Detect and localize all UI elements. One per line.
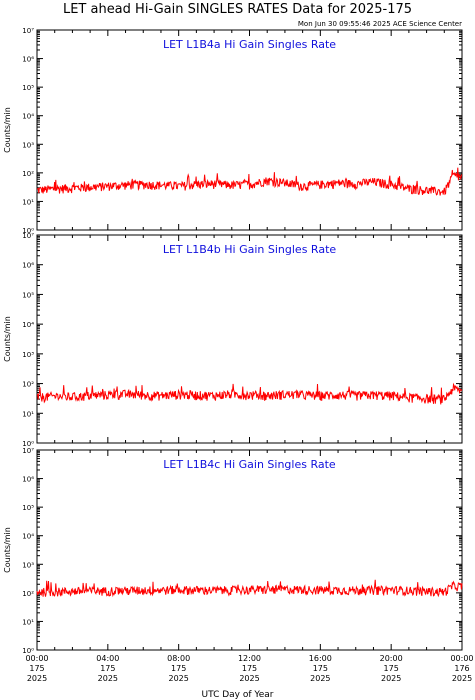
panel-title: LET L1B4b Hi Gain Singles Rate (163, 243, 337, 256)
x-tick-label: 00:00 (25, 654, 48, 663)
generation-timestamp: Mon Jun 30 09:55:46 2025 ACE Science Cen… (298, 20, 462, 28)
panel-title: LET L1B4a Hi Gain Singles Rate (163, 38, 336, 51)
x-tick-label: 08:00 (167, 654, 190, 663)
y-tick-label: 10² (22, 170, 34, 178)
y-axis-label: Counts/min (3, 316, 12, 362)
x-tick-label: 2025 (381, 674, 401, 683)
y-tick-label: 10⁵ (22, 504, 34, 512)
panel-1: 10⁰ 10¹ 10² 10³ 10⁴ 10⁵ 10⁶ 10⁷ Counts/min LET L1… (3, 27, 463, 235)
series-line (36, 382, 463, 405)
y-tick-label: 10¹ (22, 198, 34, 206)
y-tick-label: 10⁵ (22, 291, 34, 299)
y-tick-label: 10⁵ (22, 84, 34, 92)
y-tick-label: 10¹ (22, 410, 34, 418)
y-tick-label: 10³ (22, 351, 34, 359)
x-tick-label: 16:00 (309, 654, 332, 663)
x-tick-label: 2025 (452, 674, 472, 683)
panel-3: 10⁰ 10¹ 10² 10³ 10⁴ 10⁵ 10⁶ 10⁷ Counts/min LET L1… (3, 447, 463, 655)
chart-title: LET ahead Hi-Gain SINGLES RATES Data for… (63, 2, 412, 17)
panels-group: 10⁰ 10¹ 10² 10³ 10⁴ 10⁵ 10⁶ 10⁷ Counts/min LET L1… (3, 27, 463, 655)
y-tick-label: 10² (22, 590, 34, 598)
x-tick-label: 175 (29, 664, 44, 673)
x-tick-label: 2025 (98, 674, 118, 683)
x-tick-label: 175 (100, 664, 115, 673)
y-tick-label: 10⁰ (22, 440, 34, 448)
y-tick-label: 10⁷ (22, 447, 34, 455)
x-tick-label: 2025 (168, 674, 188, 683)
series-line (36, 579, 463, 598)
series-line (36, 167, 463, 196)
y-tick-label: 10³ (22, 561, 34, 569)
y-tick-label: 10⁶ (22, 476, 34, 484)
x-tick-label: 2025 (310, 674, 330, 683)
y-axis-label: Counts/min (3, 107, 12, 153)
y-tick-label: 10⁰ (22, 227, 34, 235)
x-tick-label: 00:00 (450, 654, 473, 663)
x-tick-label: 2025 (27, 674, 47, 683)
plot-frame (36, 449, 463, 651)
y-tick-label: 10¹ (22, 618, 34, 626)
y-tick-label: 10⁰ (22, 647, 34, 655)
x-axis-label: UTC Day of Year (202, 690, 274, 700)
y-tick-label: 10⁴ (22, 533, 34, 541)
y-tick-label: 10⁴ (22, 113, 34, 121)
x-tick-label: 12:00 (238, 654, 261, 663)
y-tick-label: 10⁶ (22, 56, 34, 64)
panel-title: LET L1B4c Hi Gain Singles Rate (163, 458, 336, 471)
panel-2: 10⁰ 10¹ 10² 10³ 10⁴ 10⁵ 10⁶ 10⁷ Counts/min LET L1… (3, 232, 463, 448)
x-tick-label: 04:00 (96, 654, 119, 663)
x-tick-label: 176 (454, 664, 469, 673)
x-tick-label: 20:00 (380, 654, 403, 663)
y-tick-label: 10³ (22, 141, 34, 149)
plot-frame (36, 234, 463, 444)
x-tick-label: 2025 (239, 674, 259, 683)
x-tick-label: 175 (384, 664, 399, 673)
x-tick-label: 175 (313, 664, 328, 673)
plot-frame (36, 29, 463, 231)
x-tick-label: 175 (242, 664, 257, 673)
y-axis-label: Counts/min (3, 527, 12, 573)
y-tick-label: 10² (22, 381, 34, 389)
y-tick-label: 10⁷ (22, 232, 34, 240)
y-tick-label: 10⁴ (22, 321, 34, 329)
x-tick-label: 175 (171, 664, 186, 673)
x-axis: 00:00175202504:00175202508:00175202512:0… (25, 654, 473, 683)
y-tick-label: 10⁶ (22, 262, 34, 270)
y-tick-label: 10⁷ (22, 27, 34, 35)
